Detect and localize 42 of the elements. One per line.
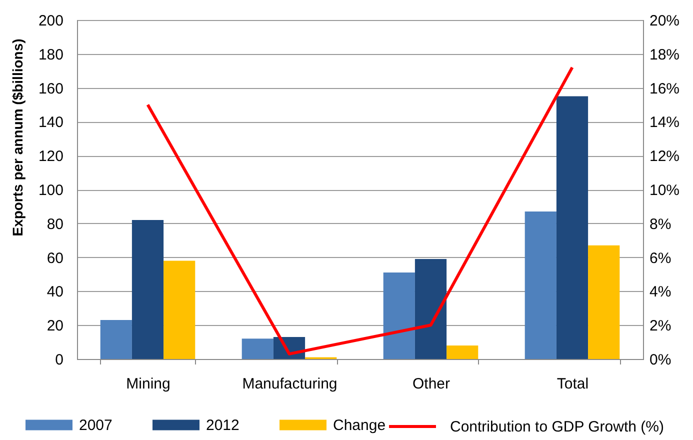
y-tick-label: 180 <box>38 46 64 64</box>
legend-label: 2012 <box>206 417 240 434</box>
y2-tick-label: 8% <box>650 216 672 233</box>
bar <box>414 258 447 359</box>
y2-tick-label: 14% <box>650 114 680 132</box>
y-tick-label: 0 <box>55 352 64 368</box>
y2-tick-label: 18% <box>650 46 680 64</box>
x-tick-label: Other <box>412 376 450 392</box>
legend-label: Contribution to GDP Growth (%) <box>450 418 664 436</box>
x-tick-label: Total <box>556 376 589 392</box>
y2-tick-label: 6% <box>650 250 672 267</box>
y2-tick-label: 2% <box>650 318 672 335</box>
y-tick-label: 200 <box>38 12 64 30</box>
y-tick-label: 100 <box>38 182 64 199</box>
y-tick-label: 60 <box>46 250 64 267</box>
y2-tick-label: 4% <box>650 284 672 301</box>
bar <box>446 345 478 359</box>
y2-tick-label: 0% <box>650 352 672 368</box>
y-tick-label: 120 <box>38 148 64 166</box>
bar <box>100 320 132 359</box>
bar <box>242 338 274 359</box>
y-tick-label: 40 <box>46 284 64 301</box>
y2-tick-label: 12% <box>650 148 680 166</box>
bar <box>164 260 196 359</box>
bar <box>132 220 164 359</box>
y-tick-label: 160 <box>38 80 64 98</box>
bar <box>383 272 415 359</box>
y2-tick-label: 20% <box>650 12 680 30</box>
legend-label: Change <box>333 417 386 434</box>
y-tick-label: 80 <box>46 216 64 233</box>
y-tick-label: 140 <box>38 114 64 132</box>
y-tick-label: 20 <box>46 318 64 335</box>
bar <box>556 96 588 359</box>
bar <box>588 245 620 359</box>
x-tick-label: Mining <box>126 376 170 392</box>
y2-tick-label: 10% <box>650 182 680 199</box>
y-axis-title: Exports per annum ($billions) <box>10 38 26 236</box>
legend-label: 2007 <box>79 417 112 434</box>
bar <box>524 212 556 359</box>
y2-tick-label: 16% <box>650 80 680 98</box>
line-series <box>146 66 574 356</box>
x-tick-label: Manufacturing <box>242 376 338 392</box>
